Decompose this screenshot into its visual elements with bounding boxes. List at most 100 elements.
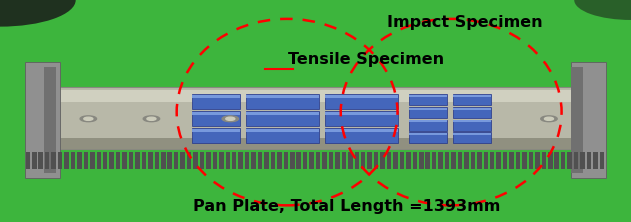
FancyBboxPatch shape [192, 95, 240, 98]
FancyBboxPatch shape [90, 152, 95, 169]
FancyBboxPatch shape [38, 152, 43, 169]
FancyBboxPatch shape [232, 152, 237, 169]
FancyBboxPatch shape [529, 152, 533, 169]
FancyBboxPatch shape [84, 152, 88, 169]
FancyBboxPatch shape [206, 152, 211, 169]
FancyBboxPatch shape [225, 152, 230, 169]
FancyBboxPatch shape [329, 152, 333, 169]
FancyBboxPatch shape [348, 152, 353, 169]
FancyBboxPatch shape [453, 94, 491, 105]
FancyBboxPatch shape [483, 152, 488, 169]
FancyBboxPatch shape [571, 62, 606, 178]
FancyBboxPatch shape [453, 120, 491, 131]
FancyBboxPatch shape [453, 132, 491, 143]
FancyBboxPatch shape [142, 152, 146, 169]
FancyBboxPatch shape [387, 152, 391, 169]
FancyBboxPatch shape [380, 152, 385, 169]
FancyBboxPatch shape [335, 152, 339, 169]
FancyBboxPatch shape [325, 128, 398, 143]
FancyBboxPatch shape [409, 107, 447, 110]
FancyBboxPatch shape [246, 128, 319, 143]
FancyBboxPatch shape [277, 152, 281, 169]
Circle shape [545, 117, 553, 120]
Text: Impact Specimen: Impact Specimen [387, 15, 543, 30]
FancyBboxPatch shape [32, 152, 37, 169]
FancyBboxPatch shape [374, 152, 379, 169]
FancyBboxPatch shape [409, 120, 447, 131]
FancyBboxPatch shape [464, 152, 469, 169]
FancyBboxPatch shape [341, 152, 346, 169]
FancyBboxPatch shape [453, 133, 491, 135]
Circle shape [541, 116, 557, 122]
FancyBboxPatch shape [325, 95, 398, 98]
FancyBboxPatch shape [246, 95, 319, 98]
FancyBboxPatch shape [246, 129, 319, 132]
Circle shape [222, 116, 239, 122]
FancyBboxPatch shape [516, 152, 521, 169]
FancyBboxPatch shape [180, 152, 185, 169]
FancyBboxPatch shape [567, 152, 572, 169]
Wedge shape [574, 0, 631, 20]
FancyBboxPatch shape [192, 128, 240, 143]
FancyBboxPatch shape [192, 129, 240, 132]
FancyBboxPatch shape [258, 152, 262, 169]
FancyBboxPatch shape [297, 152, 301, 169]
FancyBboxPatch shape [593, 152, 598, 169]
FancyBboxPatch shape [135, 152, 139, 169]
FancyBboxPatch shape [45, 152, 49, 169]
FancyBboxPatch shape [406, 152, 411, 169]
FancyBboxPatch shape [200, 152, 204, 169]
FancyBboxPatch shape [192, 111, 240, 126]
FancyBboxPatch shape [192, 112, 240, 115]
FancyBboxPatch shape [453, 107, 491, 118]
FancyBboxPatch shape [509, 152, 514, 169]
FancyBboxPatch shape [97, 152, 101, 169]
FancyBboxPatch shape [155, 152, 159, 169]
FancyBboxPatch shape [71, 152, 75, 169]
FancyBboxPatch shape [322, 152, 327, 169]
FancyBboxPatch shape [187, 152, 191, 169]
FancyBboxPatch shape [303, 152, 307, 169]
FancyBboxPatch shape [325, 94, 398, 109]
FancyBboxPatch shape [325, 111, 398, 126]
FancyBboxPatch shape [77, 152, 81, 169]
FancyBboxPatch shape [355, 152, 359, 169]
FancyBboxPatch shape [51, 152, 56, 169]
FancyBboxPatch shape [103, 152, 107, 169]
FancyBboxPatch shape [325, 129, 398, 132]
FancyBboxPatch shape [409, 107, 447, 118]
FancyBboxPatch shape [503, 152, 507, 169]
FancyBboxPatch shape [409, 132, 447, 143]
FancyBboxPatch shape [453, 95, 491, 97]
FancyBboxPatch shape [587, 152, 591, 169]
Wedge shape [0, 0, 76, 27]
Circle shape [80, 116, 97, 122]
Circle shape [143, 116, 160, 122]
FancyBboxPatch shape [290, 152, 295, 169]
Circle shape [226, 117, 235, 120]
FancyBboxPatch shape [161, 152, 165, 169]
Circle shape [147, 117, 156, 120]
FancyBboxPatch shape [193, 152, 198, 169]
FancyBboxPatch shape [451, 152, 456, 169]
FancyBboxPatch shape [219, 152, 223, 169]
FancyBboxPatch shape [453, 107, 491, 110]
FancyBboxPatch shape [167, 152, 172, 169]
FancyBboxPatch shape [413, 152, 417, 169]
FancyBboxPatch shape [522, 152, 527, 169]
FancyBboxPatch shape [325, 112, 398, 115]
FancyBboxPatch shape [246, 112, 319, 115]
FancyBboxPatch shape [174, 152, 179, 169]
FancyBboxPatch shape [26, 152, 30, 169]
FancyBboxPatch shape [477, 152, 481, 169]
FancyBboxPatch shape [599, 152, 604, 169]
FancyBboxPatch shape [148, 152, 153, 169]
FancyBboxPatch shape [129, 152, 133, 169]
FancyBboxPatch shape [453, 120, 491, 122]
FancyBboxPatch shape [409, 120, 447, 122]
FancyBboxPatch shape [432, 152, 437, 169]
FancyBboxPatch shape [239, 152, 243, 169]
FancyBboxPatch shape [409, 133, 447, 135]
FancyBboxPatch shape [251, 152, 256, 169]
FancyBboxPatch shape [309, 152, 314, 169]
